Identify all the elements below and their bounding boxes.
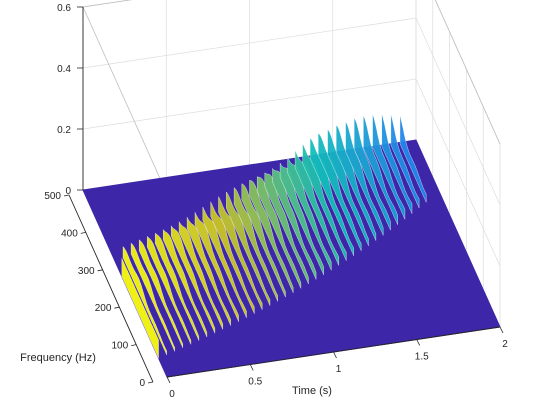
spectral-ridge [241, 183, 286, 298]
spectral-ridge [372, 114, 406, 220]
spectral-ridge [309, 137, 354, 256]
side-wall [416, 0, 500, 327]
y-axis-line [68, 194, 154, 383]
y-tick [131, 344, 137, 346]
spectral-ridge [210, 201, 255, 314]
y-tick [97, 269, 103, 272]
y-tick [114, 306, 120, 309]
z-tick-label: 0.4 [57, 64, 71, 75]
spectral-ridge [318, 132, 362, 251]
spectral-ridge [327, 129, 369, 246]
z-tick-label: 0.2 [57, 125, 71, 136]
spectral-ridge [178, 221, 223, 330]
spectral-ridge [287, 156, 332, 271]
y-axis-label: Frequency (Hz) [20, 352, 96, 364]
x-tick-label: 0 [169, 389, 175, 400]
back-panels [82, 0, 501, 328]
y-tick-label: 200 [95, 303, 112, 314]
spectral-ridge [390, 114, 420, 209]
y-tick [63, 194, 70, 197]
box-top-edge [82, 0, 501, 195]
y-tick-label: 100 [112, 341, 129, 352]
x-tick-label: 2 [502, 339, 508, 350]
spectral-ridge [226, 191, 271, 306]
spectral-ridge [147, 236, 192, 345]
spectral-ridge [194, 212, 239, 322]
spectral-ridge [121, 258, 159, 359]
x-tick-label: 0.5 [248, 377, 262, 388]
spectral-ridge [399, 115, 427, 203]
spectral-ridge [363, 115, 398, 225]
spectral-ridge [302, 143, 347, 261]
x-tick-label: 1 [336, 364, 342, 375]
x-tick [166, 376, 171, 384]
x-tick [333, 351, 337, 359]
x-tick [499, 326, 504, 334]
y-tick-label: 500 [44, 191, 61, 202]
x-axis-label: Time (s) [292, 385, 332, 397]
spectral-ridge [294, 150, 339, 266]
spectral-ridge [264, 172, 309, 285]
spectral-ridge [218, 196, 263, 310]
spectral-ridge [249, 179, 294, 293]
spectral-ridge [139, 239, 183, 348]
y-tick-label: 400 [61, 228, 78, 239]
spectral-ridge [171, 225, 216, 334]
spectral-ridge [345, 121, 384, 236]
y-tick [80, 232, 86, 234]
y-tick-label: 300 [78, 266, 95, 277]
z-tick-label: 0.6 [57, 3, 71, 14]
x-tick [416, 339, 421, 346]
tick-labels: 0 0.5 1 1.5 2 0 100 200 300 400 500 0 0.2 0.4 0.6 Time … [20, 3, 508, 400]
spectral-ridge [272, 167, 317, 280]
x-tick-label: 1.5 [415, 352, 429, 363]
axes [63, 6, 504, 384]
spectral-ridge [122, 246, 167, 355]
waterfall-ridges [121, 113, 427, 359]
spectral-ridge [336, 124, 377, 241]
spectral-ridge [257, 176, 302, 289]
x-tick [249, 364, 254, 371]
spectral-ridge [163, 229, 208, 338]
spectral-ridge [155, 232, 200, 341]
z-tick-label: 0 [65, 186, 71, 197]
y-tick [147, 381, 154, 384]
spectral-ridge [354, 117, 391, 231]
y-tick-label: 0 [139, 378, 145, 389]
spectral-ridge [233, 187, 278, 302]
spectral-ridge [186, 217, 231, 326]
spectral-ridge [130, 242, 175, 352]
spectral-ridge [279, 162, 324, 275]
spectral-ridge [381, 113, 413, 214]
spectral-ridge [202, 206, 247, 318]
